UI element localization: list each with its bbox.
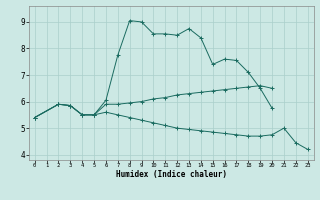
X-axis label: Humidex (Indice chaleur): Humidex (Indice chaleur) — [116, 170, 227, 179]
